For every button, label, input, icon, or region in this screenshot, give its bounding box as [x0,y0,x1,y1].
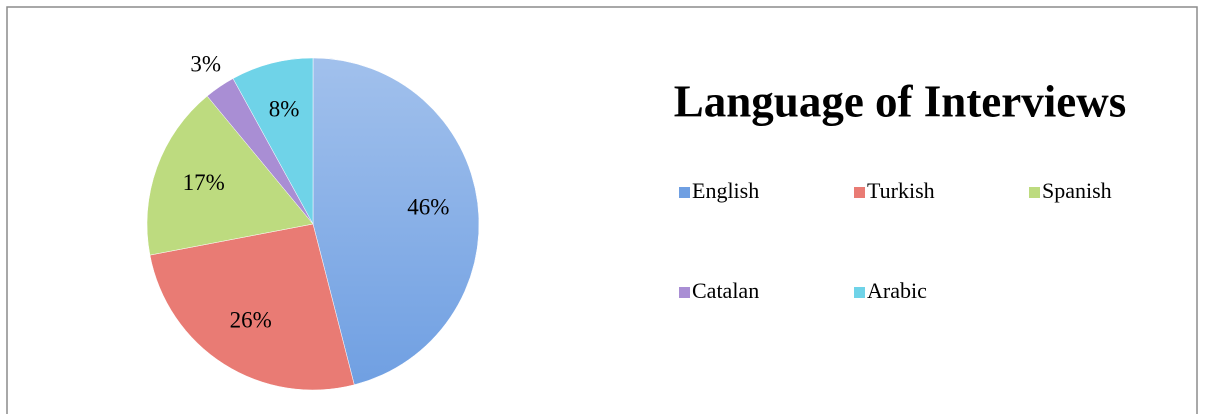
legend-label: Arabic [867,278,927,303]
pie-slice [146,95,314,256]
chart-title: Language of Interviews [674,76,1126,126]
legend-swatch [679,187,690,198]
legend-swatch [854,187,865,198]
value-label: 3% [190,51,221,76]
frame [6,6,1198,414]
pie-slice [232,57,314,225]
legend-swatch [854,287,865,298]
value-label: 26% [230,307,272,332]
legend-label: Turkish [867,178,935,203]
legend-swatch [1029,187,1040,198]
legend-label: Catalan [692,278,759,303]
legend-label: English [692,178,759,203]
value-label: 46% [407,195,449,220]
value-label: 17% [183,170,225,195]
pie-slice [149,223,355,391]
value-label: 8% [269,97,300,122]
legend-swatch [679,287,690,298]
legend-label: Spanish [1042,178,1112,203]
